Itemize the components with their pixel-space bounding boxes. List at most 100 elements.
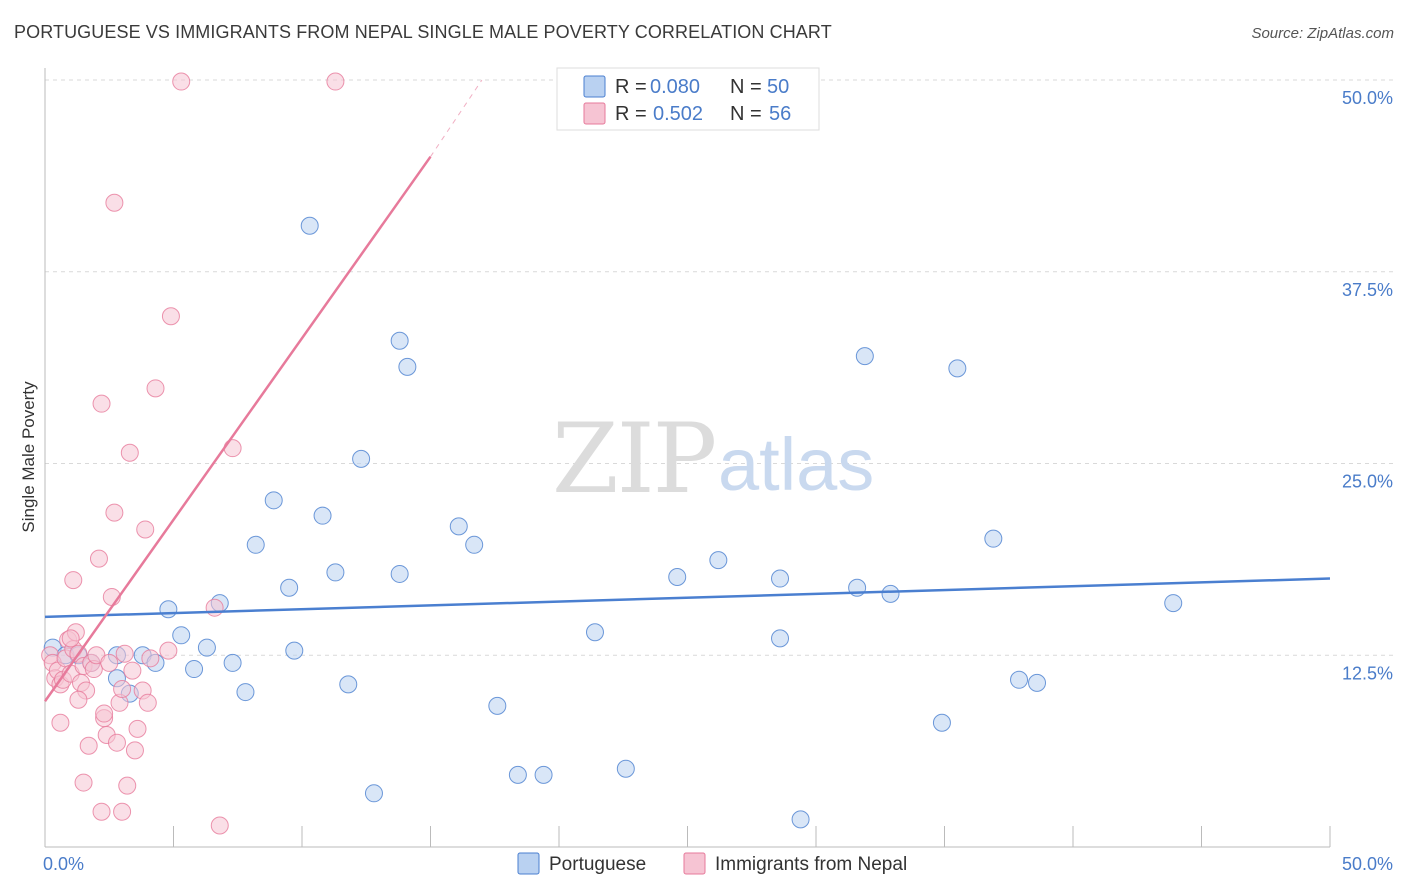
point-portuguese-40 (791, 810, 810, 829)
point-portuguese-19 (285, 641, 304, 660)
legend-n-label-portuguese: N = (730, 76, 762, 98)
series-legend: Portuguese Immigrants from Nepal (517, 852, 907, 875)
point-nepal-23 (100, 653, 119, 672)
point-portuguese-27 (398, 357, 417, 376)
point-nepal-40 (159, 641, 178, 660)
y-tick-label-0: 12.5% (1342, 663, 1393, 683)
point-portuguese-48 (1028, 673, 1047, 692)
legend-n-label-nepal: N = (730, 103, 762, 125)
point-portuguese-43 (881, 584, 900, 603)
point-nepal-46 (326, 72, 345, 91)
point-portuguese-36 (668, 568, 687, 587)
legend-swatch-portuguese (583, 75, 606, 98)
point-nepal-38 (136, 520, 155, 539)
point-portuguese-24 (352, 449, 371, 468)
point-portuguese-21 (313, 506, 332, 525)
point-nepal-20 (92, 394, 111, 413)
point-nepal-36 (138, 693, 157, 712)
point-portuguese-28 (390, 564, 409, 583)
point-nepal-39 (146, 379, 165, 398)
point-portuguese-34 (585, 623, 604, 642)
point-portuguese-11 (185, 660, 204, 679)
point-nepal-51 (105, 193, 124, 212)
legend-swatch-nepal (583, 102, 606, 125)
point-portuguese-35 (616, 759, 635, 778)
point-portuguese-18 (280, 578, 299, 597)
point-nepal-34 (128, 719, 147, 738)
point-portuguese-9 (159, 600, 178, 619)
watermark-zip: ZIP (552, 403, 715, 515)
point-portuguese-46 (984, 529, 1003, 548)
point-nepal-26 (107, 733, 126, 752)
correlation-legend: R = 0.080 N = 50 R = 0.502 N = 56 (556, 67, 820, 131)
point-portuguese-20 (300, 216, 319, 235)
point-portuguese-39 (771, 629, 790, 648)
y-tick-label-2: 37.5% (1342, 280, 1393, 300)
point-portuguese-47 (1010, 670, 1029, 689)
point-portuguese-49 (1164, 594, 1183, 613)
watermark: ZIP atlas (552, 403, 874, 515)
point-portuguese-33 (534, 765, 553, 784)
point-portuguese-37 (709, 551, 728, 570)
trend-lines (43, 79, 1331, 702)
point-nepal-19 (89, 549, 108, 568)
point-portuguese-15 (236, 683, 255, 702)
point-nepal-52 (113, 802, 132, 821)
point-portuguese-45 (948, 359, 967, 378)
point-nepal-28 (113, 679, 132, 698)
watermark-atlas: atlas (718, 423, 874, 506)
point-nepal-50 (95, 704, 114, 723)
legend-n-value-nepal: 56 (769, 103, 791, 125)
tick-labels: 12.5% 25.0% 37.5% 50.0% 0.0% 50.0% (43, 88, 1393, 874)
point-portuguese-23 (339, 675, 358, 694)
point-portuguese-32 (508, 765, 527, 784)
point-nepal-32 (123, 661, 142, 680)
point-portuguese-22 (326, 563, 345, 582)
point-nepal-41 (161, 307, 180, 326)
point-portuguese-10 (172, 626, 191, 645)
trend-line-nepal (43, 155, 432, 702)
legend-r-value-portuguese: 0.080 (650, 76, 700, 98)
y-tick-label-1: 25.0% (1342, 472, 1393, 492)
x-tick-label-min: 0.0% (43, 854, 84, 874)
point-portuguese-38 (771, 569, 790, 588)
trend-line-portuguese (44, 577, 1331, 619)
y-axis-title: Single Male Poverty (19, 381, 38, 533)
point-nepal-29 (115, 644, 134, 663)
point-portuguese-29 (449, 517, 468, 536)
x-tick-label-max: 50.0% (1342, 854, 1393, 874)
point-nepal-42 (172, 72, 191, 91)
point-portuguese-31 (488, 696, 507, 715)
axes (44, 68, 1331, 848)
point-nepal-45 (223, 439, 242, 458)
point-nepal-15 (79, 736, 98, 755)
trend-extension-nepal (430, 79, 483, 157)
grid-lines (45, 79, 1393, 656)
point-portuguese-26 (390, 331, 409, 350)
legend-n-value-portuguese: 50 (767, 76, 789, 98)
point-nepal-37 (141, 649, 160, 668)
source-credit: Source: ZipAtlas.com (1251, 25, 1394, 42)
point-nepal-48 (74, 773, 93, 792)
bottom-legend-label-portuguese: Portuguese (549, 854, 646, 875)
bottom-legend-swatch-nepal (683, 852, 706, 875)
point-nepal-44 (210, 816, 229, 835)
point-portuguese-17 (264, 491, 283, 510)
legend-r-label-nepal: R = (615, 103, 647, 125)
point-portuguese-25 (364, 784, 383, 803)
point-nepal-25 (105, 503, 124, 522)
legend-r-label-portuguese: R = (615, 76, 647, 98)
point-nepal-30 (118, 776, 137, 795)
point-nepal-55 (64, 571, 83, 590)
bottom-legend-swatch-portuguese (517, 852, 540, 875)
point-nepal-33 (125, 741, 144, 760)
legend-r-value-nepal: 0.502 (653, 103, 703, 125)
point-portuguese-12 (197, 638, 216, 657)
point-portuguese-14 (223, 653, 242, 672)
point-portuguese-44 (932, 713, 951, 732)
point-nepal-49 (92, 802, 111, 821)
chart-title: PORTUGUESE VS IMMIGRANTS FROM NEPAL SING… (14, 22, 832, 42)
point-nepal-54 (51, 713, 70, 732)
point-nepal-53 (69, 690, 88, 709)
